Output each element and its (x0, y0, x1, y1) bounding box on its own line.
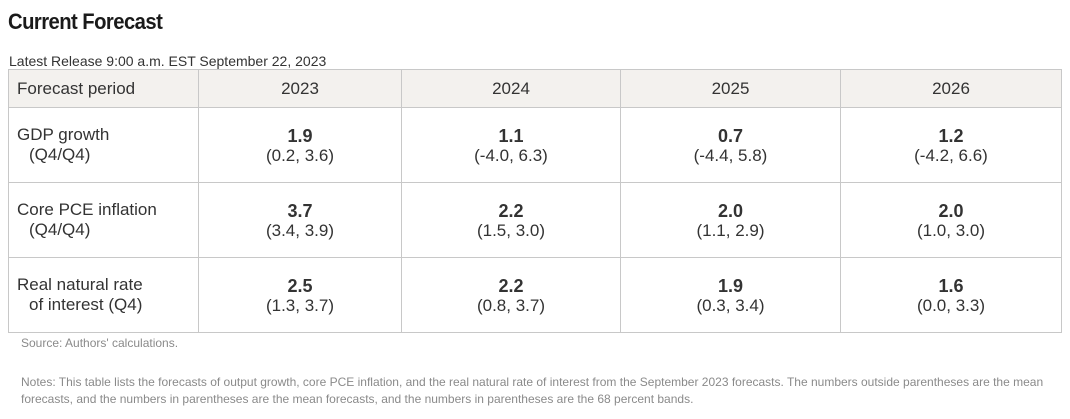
mean-value: 2.5 (287, 275, 313, 296)
table-row-gdp-growth: GDP growth (Q4/Q4) 1.9 (0.2, 3.6) 1.1 (-… (8, 107, 1062, 183)
row-label: Real natural rate of interest (Q4) (8, 257, 199, 333)
mean-value: 1.2 (938, 125, 964, 146)
source-note: Source: Authors' calculations. (21, 336, 179, 350)
mean-value: 1.6 (938, 275, 964, 296)
band-range: (1.0, 3.0) (916, 220, 986, 240)
table-row-core-pce-inflation: Core PCE inflation (Q4/Q4) 3.7 (3.4, 3.9… (8, 182, 1062, 258)
mean-value: 3.7 (287, 200, 313, 221)
page-title: Current Forecast (8, 9, 163, 34)
mean-value: 2.2 (498, 275, 524, 296)
forecast-cell: 2.0 (1.0, 3.0) (840, 182, 1062, 258)
band-range: (-4.2, 6.6) (914, 145, 988, 165)
row-label-line2: (Q4/Q4) (29, 220, 91, 239)
header-year-2023: 2023 (198, 69, 402, 108)
forecast-cell: 1.9 (0.3, 3.4) (620, 257, 841, 333)
row-label-line1: Real natural rate (17, 275, 143, 294)
forecast-cell: 2.2 (0.8, 3.7) (401, 257, 621, 333)
mean-value: 2.2 (498, 200, 524, 221)
header-forecast-period: Forecast period (8, 69, 199, 108)
forecast-cell: 2.0 (1.1, 2.9) (620, 182, 841, 258)
header-year-2025: 2025 (620, 69, 841, 108)
mean-value: 2.0 (717, 200, 744, 221)
band-range: (0.0, 3.3) (916, 295, 986, 315)
forecast-cell: 2.5 (1.3, 3.7) (198, 257, 402, 333)
mean-value: 1.1 (498, 125, 524, 146)
row-label-line1: GDP growth (17, 125, 110, 144)
forecast-cell: 1.9 (0.2, 3.6) (198, 107, 402, 183)
band-range: (-4.4, 5.8) (693, 145, 768, 165)
band-range: (1.3, 3.7) (265, 295, 335, 315)
row-label-line1: Core PCE inflation (17, 200, 157, 219)
forecast-cell: 2.2 (1.5, 3.0) (401, 182, 621, 258)
band-range: (0.2, 3.6) (265, 145, 335, 165)
band-range: (-4.0, 6.3) (474, 145, 548, 165)
mean-value: 0.7 (717, 125, 744, 146)
forecast-cell: 1.1 (-4.0, 6.3) (401, 107, 621, 183)
row-label: GDP growth (Q4/Q4) (8, 107, 199, 183)
forecast-cell: 0.7 (-4.4, 5.8) (620, 107, 841, 183)
band-range: (3.4, 3.9) (265, 220, 335, 240)
band-range: (1.1, 2.9) (696, 220, 765, 240)
forecast-table: Forecast period 2023 2024 2025 2026 GDP … (8, 69, 1062, 333)
band-range: (1.5, 3.0) (476, 220, 546, 240)
mean-value: 1.9 (717, 275, 744, 296)
band-range: (0.3, 3.4) (696, 295, 765, 315)
row-label-line2: (Q4/Q4) (29, 145, 91, 164)
forecast-cell: 1.2 (-4.2, 6.6) (840, 107, 1062, 183)
release-date: Latest Release 9:00 a.m. EST September 2… (9, 53, 327, 69)
table-row-real-natural-rate: Real natural rate of interest (Q4) 2.5 (… (8, 257, 1062, 333)
row-label: Core PCE inflation (Q4/Q4) (8, 182, 199, 258)
table-header-row: Forecast period 2023 2024 2025 2026 (8, 69, 1062, 108)
mean-value: 2.0 (938, 200, 964, 221)
mean-value: 1.9 (287, 125, 313, 146)
band-range: (0.8, 3.7) (476, 295, 546, 315)
forecast-cell: 3.7 (3.4, 3.9) (198, 182, 402, 258)
header-year-2026: 2026 (840, 69, 1062, 108)
header-year-2024: 2024 (401, 69, 621, 108)
row-label-line2: of interest (Q4) (29, 295, 143, 314)
table-notes: Notes: This table lists the forecasts of… (21, 375, 1044, 406)
forecast-cell: 1.6 (0.0, 3.3) (840, 257, 1062, 333)
